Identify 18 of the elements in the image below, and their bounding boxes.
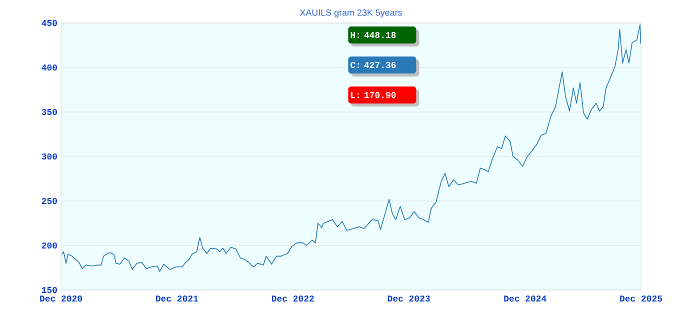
y-tick-label: 400 [42,64,57,71]
annotation: H: 448.18 [350,32,396,38]
x-tick-label: Dec 2025 [620,296,662,302]
y-tick-label: 450 [42,20,57,26]
annotation: C: 427.36 [350,62,396,68]
y-tick-label: 350 [42,108,57,116]
y-tick-label: 300 [42,153,57,160]
line-series [62,24,642,272]
x-tick-label: Dec 2020 [40,296,82,302]
y-tick-label: 150 [42,286,57,294]
y-tick-label: 250 [42,198,57,204]
x-tick-label: Dec 2023 [388,296,430,302]
x-tick-label: Dec 2021 [156,296,198,302]
annotation: L: 170.90 [351,92,396,98]
x-tick-label: Dec 2022 [272,296,314,302]
chart-title: XAUILS gram 23K 5years [300,9,402,18]
y-tick-label: 200 [42,242,57,249]
x-tick-label: Dec 2024 [504,296,546,302]
